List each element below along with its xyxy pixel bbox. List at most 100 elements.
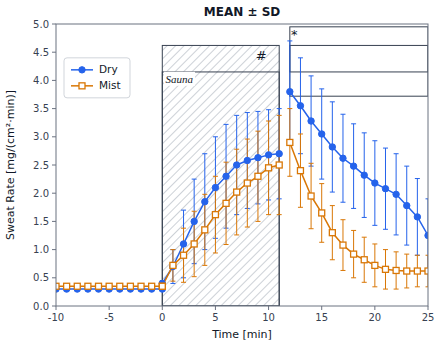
error-bar xyxy=(309,163,314,228)
error-bar xyxy=(340,114,345,202)
data-point xyxy=(329,144,335,150)
data-point xyxy=(212,212,218,218)
data-point xyxy=(414,214,420,220)
error-bar xyxy=(330,102,335,192)
x-tick-label: 25 xyxy=(422,312,435,323)
error-bar xyxy=(330,206,335,260)
error-bar xyxy=(266,121,271,215)
error-bar xyxy=(170,250,175,284)
data-point xyxy=(297,103,303,109)
x-axis-label: Time [min] xyxy=(211,328,272,341)
data-point xyxy=(382,266,388,272)
legend-marker xyxy=(79,83,85,89)
region-box xyxy=(162,72,279,306)
error-bar xyxy=(383,250,388,289)
data-point xyxy=(85,283,91,289)
x-tick xyxy=(56,306,57,310)
series-line xyxy=(56,142,428,286)
error-bar xyxy=(319,89,324,179)
y-tick xyxy=(52,80,56,81)
data-point xyxy=(106,283,112,289)
data-point xyxy=(212,184,218,190)
error-bar xyxy=(192,211,197,276)
data-point xyxy=(350,163,356,169)
data-point xyxy=(361,172,367,178)
error-bar xyxy=(287,109,292,177)
data-point xyxy=(308,193,314,199)
annotation-group: # xyxy=(256,48,267,63)
error-bar xyxy=(202,194,207,265)
x-tick xyxy=(215,306,216,310)
error-bar xyxy=(277,115,282,214)
data-point xyxy=(414,268,420,274)
data-point xyxy=(223,200,229,206)
annotation-background xyxy=(164,72,195,86)
x-tick-label: 20 xyxy=(368,312,381,323)
data-point xyxy=(202,227,208,233)
data-point xyxy=(170,263,176,269)
region-box xyxy=(290,27,428,72)
plot-marks xyxy=(56,27,428,306)
plot-area xyxy=(56,24,428,306)
error-bar xyxy=(340,220,345,271)
y-tick-label: 0.0 xyxy=(33,301,49,312)
series-line xyxy=(56,92,428,289)
error-bar xyxy=(160,283,165,289)
data-point xyxy=(329,230,335,236)
chart: -10-505101520250.00.51.01.52.02.53.03.54… xyxy=(0,0,442,344)
data-point xyxy=(404,268,410,274)
data-point xyxy=(159,283,165,289)
data-point xyxy=(287,88,293,94)
error-bar xyxy=(394,154,399,235)
y-tick xyxy=(52,136,56,137)
data-point xyxy=(64,283,70,289)
error-bar xyxy=(170,250,175,282)
data-point xyxy=(361,257,367,263)
data-point xyxy=(180,241,186,247)
annotation: # xyxy=(256,48,267,63)
y-tick-label: 5.0 xyxy=(33,19,49,30)
data-point xyxy=(319,210,325,216)
data-point xyxy=(340,155,346,161)
data-point xyxy=(393,191,399,197)
error-bar xyxy=(404,166,409,245)
data-point xyxy=(149,283,155,289)
data-point xyxy=(297,168,303,174)
error-bar xyxy=(255,131,260,221)
legend-marker xyxy=(79,67,85,73)
data-point xyxy=(117,283,123,289)
data-point xyxy=(170,262,176,268)
data-point xyxy=(181,252,187,258)
annotation-group: * xyxy=(291,27,298,42)
y-tick xyxy=(52,165,56,166)
error-bar xyxy=(213,176,218,253)
data-point xyxy=(372,262,378,268)
data-point xyxy=(372,180,378,186)
y-tick-label: 0.5 xyxy=(33,272,49,283)
data-point xyxy=(244,157,250,163)
data-point xyxy=(233,162,239,168)
y-tick xyxy=(52,52,56,53)
error-bar xyxy=(298,134,303,207)
error-bar xyxy=(372,141,377,226)
x-tick-label: -10 xyxy=(48,312,64,323)
error-bar xyxy=(309,76,314,166)
data-point xyxy=(340,242,346,248)
error-bar xyxy=(351,230,356,277)
legend-frame xyxy=(64,58,130,98)
legend: DryMist xyxy=(64,58,130,98)
data-point xyxy=(308,118,314,124)
data-point xyxy=(276,162,282,168)
error-bar xyxy=(351,124,356,209)
data-point xyxy=(191,218,197,224)
y-tick-label: 4.0 xyxy=(33,75,49,86)
y-tick xyxy=(52,108,56,109)
error-bar xyxy=(383,148,388,229)
data-point xyxy=(202,198,208,204)
y-tick xyxy=(52,277,56,278)
y-tick xyxy=(52,306,56,307)
hatched-region xyxy=(162,45,279,306)
chart-title: MEAN ± SD xyxy=(204,5,281,19)
region-box xyxy=(290,45,428,96)
legend-label: Mist xyxy=(99,79,121,91)
